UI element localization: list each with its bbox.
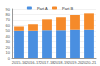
svg-text:40: 40 <box>6 34 11 39</box>
svg-text:30: 30 <box>6 39 11 44</box>
svg-text:50: 50 <box>6 28 11 33</box>
svg-text:Part A: Part A <box>37 6 48 11</box>
svg-text:90: 90 <box>6 7 11 12</box>
svg-text:70: 70 <box>6 17 11 22</box>
svg-text:20: 20 <box>6 45 11 50</box>
svg-text:Part B: Part B <box>62 6 73 11</box>
svg-text:60: 60 <box>6 23 11 28</box>
svg-text:80: 80 <box>6 12 11 17</box>
svg-text:0: 0 <box>8 56 11 61</box>
svg-text:10: 10 <box>6 50 11 55</box>
svg-text:2020-21: 2020-21 <box>82 60 97 65</box>
html-text:2015-16 2016-17 2017-18 2018-1: 2015-16 2016-17 2017-18 2018-19 2019-20 <box>11 59 83 65</box>
